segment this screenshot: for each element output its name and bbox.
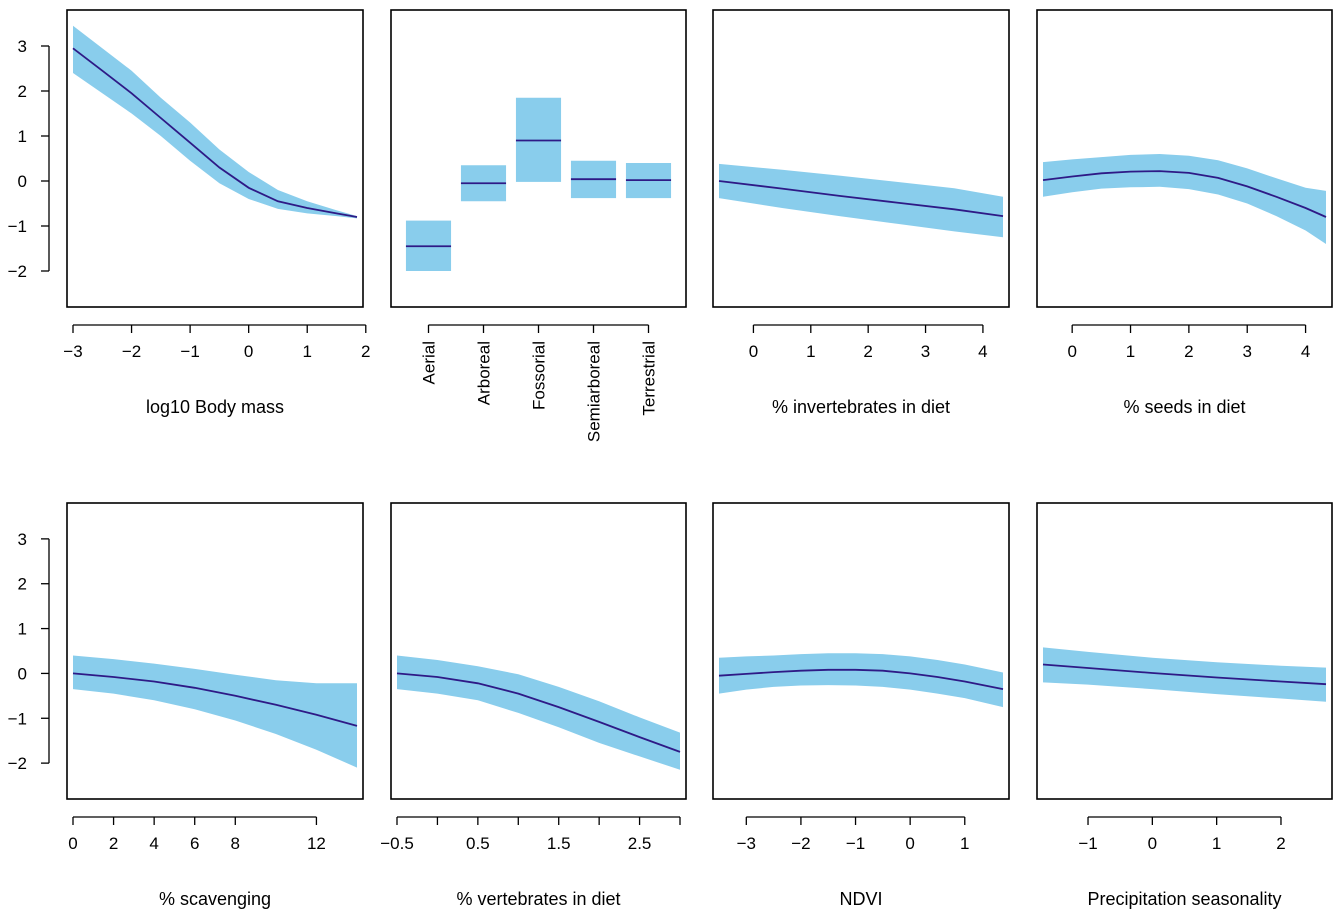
panel-3: 0 1 2 3 4 % invertebrates in diet [712, 9, 1010, 417]
y-tick-label: −1 [8, 217, 27, 236]
confidence-band [719, 653, 1003, 708]
x-tick-label: 0 [905, 834, 914, 853]
x-tick-label: 1 [960, 834, 969, 853]
panel-8: −1 0 1 2 Precipitation seasonality [1036, 502, 1333, 909]
x-tick-label: Terrestrial [640, 341, 659, 416]
panel-frame [1036, 502, 1333, 800]
confidence-band [1043, 154, 1326, 244]
x-tick-label: Fossorial [530, 341, 549, 410]
x-tick-label: −3 [737, 834, 756, 853]
x-axis-label: log10 Body mass [146, 397, 284, 417]
x-tick-label: 8 [231, 834, 240, 853]
y-tick-label: 3 [18, 530, 27, 549]
x-tick-label: 0.5 [466, 834, 490, 853]
y-tick-label: −2 [8, 754, 27, 773]
x-axis-label: % invertebrates in diet [772, 397, 950, 417]
x-tick-label: −1 [1078, 834, 1097, 853]
panel-frame [390, 502, 687, 800]
x-tick-label: 0 [1148, 834, 1157, 853]
fit-line [72, 672, 358, 727]
x-tick-label: −0.5 [380, 834, 414, 853]
x-tick-label: −1 [180, 342, 199, 361]
y-tick-label: 3 [18, 37, 27, 56]
x-axis-label: % seeds in diet [1123, 397, 1245, 417]
x-tick-label: 0 [1067, 342, 1076, 361]
x-axis-label: NDVI [839, 889, 882, 909]
panel-1: −3 −2 −1 0 1 2 log10 Body mass −2 −1 0 1 2 3 [8, 9, 371, 417]
x-axis-label: % vertebrates in diet [456, 889, 620, 909]
x-tick-label: 3 [1242, 342, 1251, 361]
fit-line [718, 668, 1004, 690]
y-tick-label: 2 [18, 82, 27, 101]
fit-line [1042, 170, 1327, 218]
x-tick-label: Aerial [420, 341, 439, 384]
x-tick-label: 2 [863, 342, 872, 361]
fit-line [396, 672, 681, 753]
x-tick-label: 0 [749, 342, 758, 361]
fit-line [72, 47, 358, 218]
x-tick-label: 2 [1276, 834, 1285, 853]
x-tick-label: Arboreal [475, 341, 494, 405]
x-tick-label: 1 [1126, 342, 1135, 361]
panel-6: −0.5 0.5 1.5 2.5 % vertebrates in diet [380, 502, 687, 909]
x-tick-label: −3 [63, 342, 82, 361]
x-tick-label: 0 [244, 342, 253, 361]
y-tick-label: 1 [18, 620, 27, 639]
x-tick-label: 2.5 [628, 834, 652, 853]
x-tick-label: −2 [791, 834, 810, 853]
x-tick-label: 4 [1301, 342, 1310, 361]
y-tick-label: −2 [8, 262, 27, 281]
x-tick-label: 2 [1184, 342, 1193, 361]
x-axis-label: Precipitation seasonality [1087, 889, 1281, 909]
fit-line [718, 180, 1004, 217]
x-tick-label: 6 [190, 834, 199, 853]
confidence-band [73, 655, 357, 768]
x-tick-label: 1 [302, 342, 311, 361]
y-tick-label: 0 [18, 172, 27, 191]
x-tick-label: 4 [978, 342, 987, 361]
x-tick-label: 3 [921, 342, 930, 361]
x-tick-label: 12 [307, 834, 326, 853]
panel-frame [66, 9, 364, 308]
y-tick-label: −1 [8, 709, 27, 728]
y-tick-label: 0 [18, 664, 27, 683]
confidence-band [719, 163, 1003, 238]
x-tick-label: −2 [122, 342, 141, 361]
fit-line [1042, 663, 1327, 686]
panel-frame [1036, 9, 1333, 308]
x-tick-label: Semiarboreal [585, 341, 604, 442]
x-tick-label: 1.5 [547, 834, 571, 853]
panel-7: −3 −2 −1 0 1 NDVI [712, 502, 1010, 909]
x-tick-label: 0 [68, 834, 77, 853]
panel-frame [712, 502, 1010, 800]
y-tick-label: 2 [18, 575, 27, 594]
x-tick-label: 1 [1212, 834, 1221, 853]
x-tick-label: 4 [149, 834, 158, 853]
x-axis-label: % scavenging [159, 889, 271, 909]
panel-frame [712, 9, 1010, 308]
panel-frame [66, 502, 364, 800]
confidence-band [397, 655, 680, 770]
panel-2: Aerial Arboreal Fossorial Semiarboreal Terre… [390, 9, 687, 442]
panel-frame [390, 9, 687, 308]
confidence-band [73, 25, 357, 219]
x-tick-label: 2 [361, 342, 370, 361]
x-tick-label: 1 [806, 342, 815, 361]
panel-4: 0 1 2 3 4 % seeds in diet [1036, 9, 1333, 417]
y-tick-label: 1 [18, 127, 27, 146]
x-tick-label: −1 [846, 834, 865, 853]
x-tick-label: 2 [109, 834, 118, 853]
